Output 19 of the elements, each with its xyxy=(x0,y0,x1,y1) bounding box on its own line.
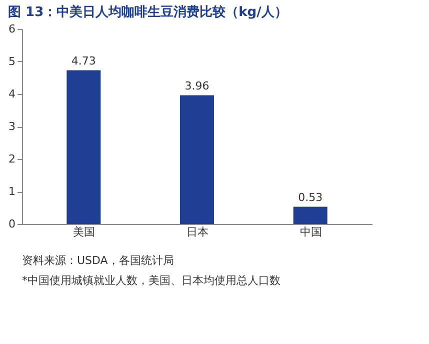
text: *中国使用城镇就业人数，美国、日本均使用总人口数 xyxy=(22,274,280,287)
y-tick-label: 5 xyxy=(8,55,16,68)
y-tick-label: 4 xyxy=(8,88,16,100)
text: 资料来源：USDA，各国统计局 xyxy=(22,254,174,267)
x-tick-label: 中国 xyxy=(300,226,322,238)
x-tick-label: 日本 xyxy=(186,226,208,238)
bar xyxy=(293,206,328,224)
chart-title: 图 13：中美日人均咖啡生豆消费比较（kg/人） xyxy=(8,4,288,20)
data-label: 4.73 xyxy=(71,54,96,68)
y-tick-label: 3 xyxy=(8,120,16,133)
y-tick-label: 2 xyxy=(8,152,16,166)
y-tick-label: 1 xyxy=(8,185,16,198)
data-label: 0.53 xyxy=(298,190,323,204)
data-label: 3.96 xyxy=(184,79,210,92)
bar xyxy=(180,95,214,224)
bar xyxy=(66,70,101,224)
y-tick-label: 0 xyxy=(8,218,16,230)
y-tick-label: 6 xyxy=(8,22,16,36)
x-tick-label: 美国 xyxy=(73,226,96,238)
